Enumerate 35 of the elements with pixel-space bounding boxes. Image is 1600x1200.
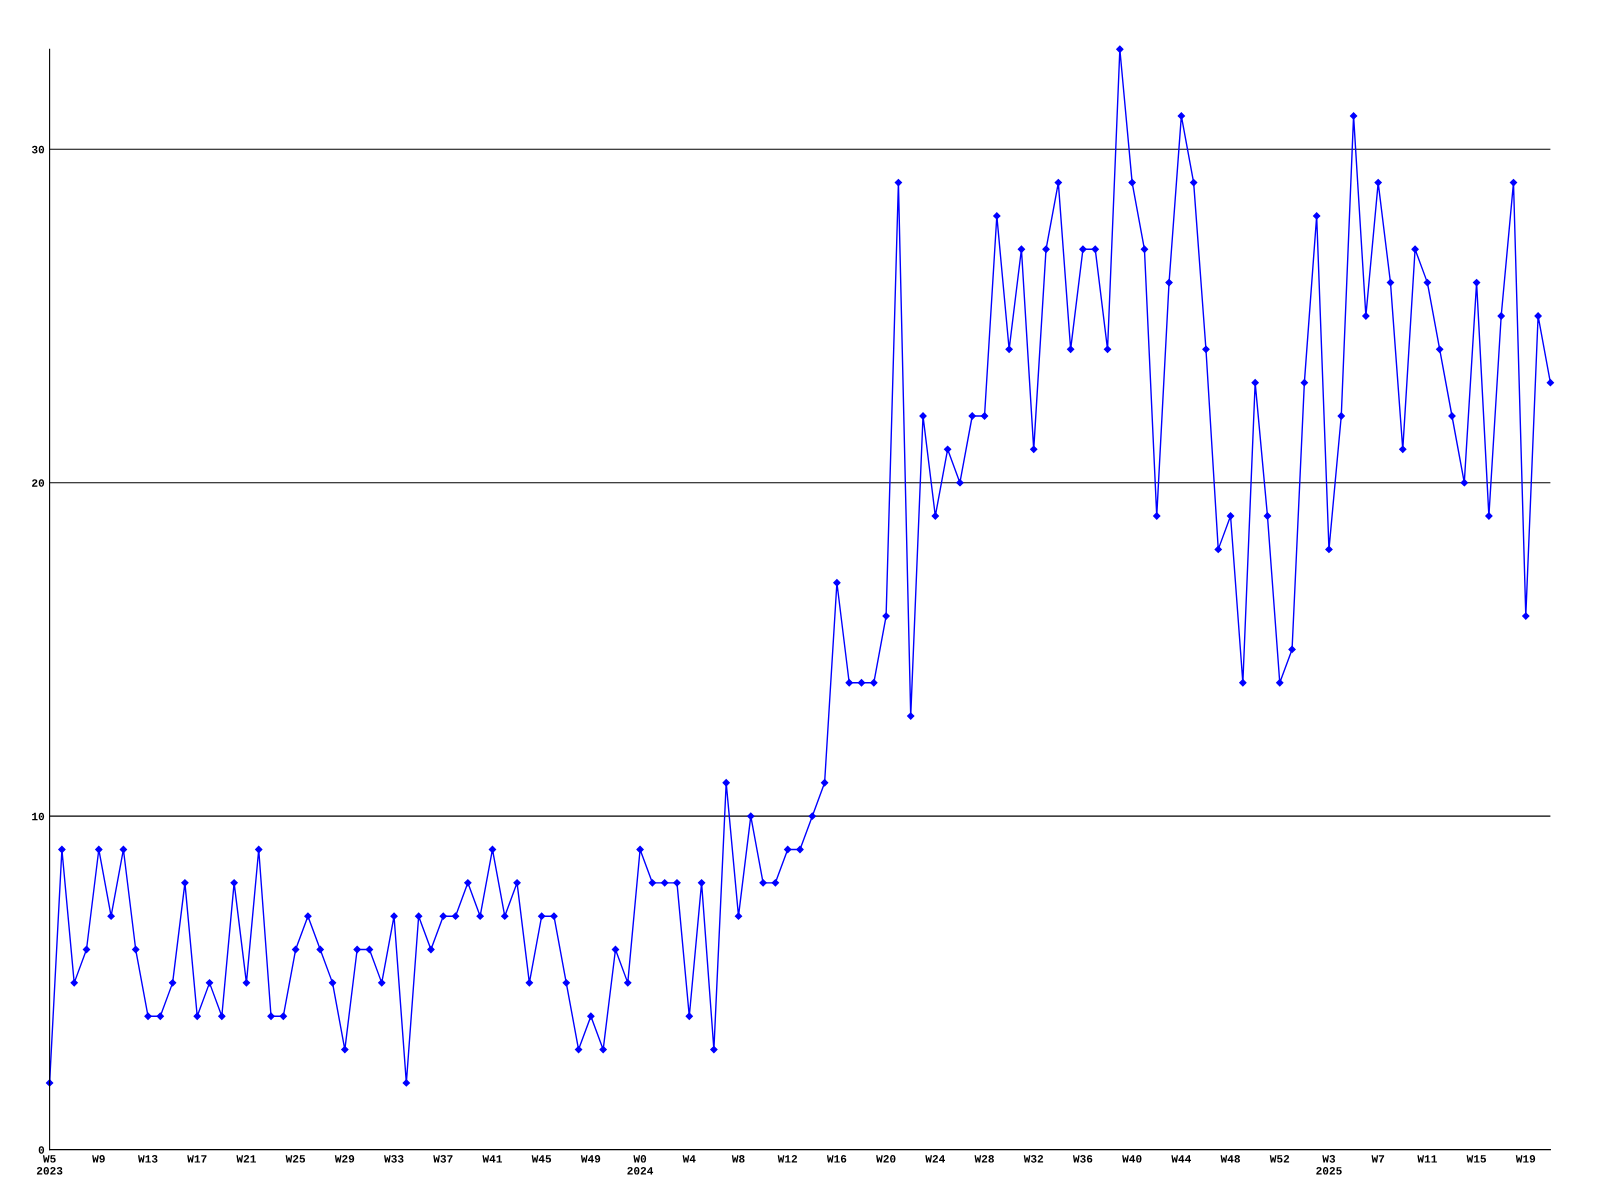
x-tick-label: W17 bbox=[187, 1155, 207, 1163]
x-tick-label: W9 bbox=[92, 1155, 105, 1163]
x-tick-label: W13 bbox=[138, 1155, 158, 1163]
x-tick-label: W36 bbox=[1072, 1155, 1093, 1163]
x-tick-label: W11 bbox=[1417, 1155, 1437, 1163]
x-tick-label: W24 bbox=[925, 1155, 945, 1163]
x-tick-label: W20 bbox=[876, 1155, 896, 1163]
x-tick-label: W28 bbox=[974, 1155, 994, 1163]
x-tick-label: W40 bbox=[1122, 1155, 1142, 1163]
x-tick-label: W19 bbox=[1515, 1155, 1536, 1163]
x-tick-label: W32 bbox=[1023, 1155, 1044, 1163]
y-tick-label: 0 bbox=[38, 1146, 45, 1154]
x-tick-label: W15 bbox=[1466, 1155, 1487, 1163]
x-tick-label: W7 bbox=[1371, 1155, 1385, 1163]
x-tick-label: W12 bbox=[777, 1155, 798, 1163]
x-tick-label: W37 bbox=[433, 1155, 453, 1163]
x-tick-label: W52 bbox=[1269, 1155, 1290, 1163]
x-tick-label: W33 bbox=[384, 1155, 404, 1163]
x-tick-label: W4 bbox=[682, 1155, 696, 1163]
x-tick-label: W29 bbox=[334, 1155, 355, 1163]
x-tick-label: W45 bbox=[531, 1155, 552, 1163]
x-tick-label: W41 bbox=[482, 1155, 502, 1163]
y-tick-label: 10 bbox=[32, 812, 45, 821]
x-tick-label: W0 2024 bbox=[627, 1155, 654, 1175]
x-tick-label: W25 bbox=[285, 1155, 306, 1163]
x-tick-label: W5 2023 bbox=[36, 1155, 63, 1175]
y-tick-label: 20 bbox=[32, 479, 45, 487]
x-tick-label: W21 bbox=[236, 1155, 256, 1163]
x-tick-label: W8 bbox=[731, 1155, 745, 1163]
x-tick-label: W16 bbox=[826, 1155, 847, 1163]
x-tick-label: W48 bbox=[1220, 1155, 1240, 1163]
x-tick-label: W44 bbox=[1171, 1155, 1192, 1163]
x-tick-label: W49 bbox=[580, 1155, 601, 1163]
x-tick-label: W3 2025 bbox=[1316, 1155, 1342, 1175]
y-tick-label: 30 bbox=[31, 145, 45, 154]
